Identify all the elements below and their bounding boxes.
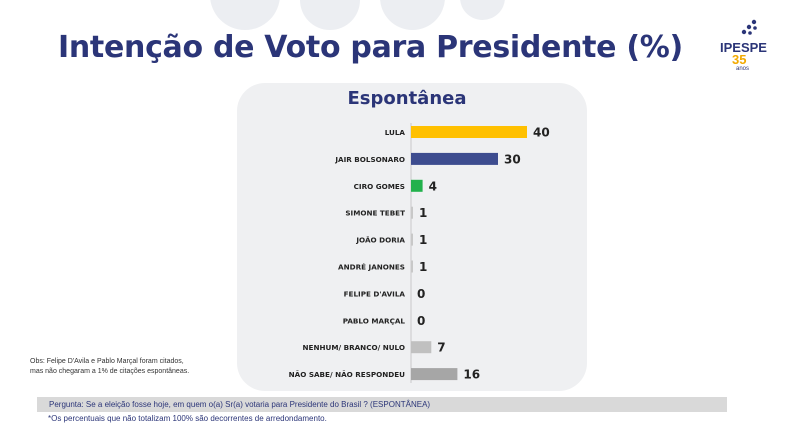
category-label-felipe-d-avila: FELIPE D'AVILA: [344, 289, 406, 298]
value-label-jair-bolsonaro: 30: [504, 152, 521, 166]
logo-name: IPESPE: [720, 40, 767, 55]
category-label-pablo-marcal: PABLO MARÇAL: [343, 316, 406, 325]
obs-note: Obs: Felipe D'Avila e Pablo Marçal foram…: [30, 357, 189, 377]
value-label-pablo-marcal: 0: [417, 314, 425, 328]
ipespe-logo: IPESPE 35 anos: [720, 16, 780, 88]
bar-lula: [411, 126, 527, 138]
logo-mark-icon: [741, 19, 757, 35]
footnote: *Os percentuais que não totalizam 100% s…: [48, 414, 327, 423]
bar-nao-sabe-nao-respondeu: [411, 368, 458, 381]
value-label-simone-tebet: 1: [419, 206, 427, 220]
question-bar: Pergunta: Se a eleição fosse hoje, em qu…: [37, 397, 727, 412]
value-label-nao-sabe-nao-respondeu: 16: [463, 368, 480, 382]
value-label-nenhum-branco-nulo: 7: [437, 341, 445, 355]
category-label-nao-sabe-nao-respondeu: NÃO SABE/ NÃO RESPONDEU: [289, 370, 406, 379]
category-label-simone-tebet: SIMONE TEBET: [345, 209, 405, 218]
bar-simone-tebet: [411, 206, 413, 219]
background-decoration: [460, 0, 505, 20]
obs-line-2: mas não chegaram a 1% de citações espont…: [30, 368, 190, 375]
value-label-ciro-gomes: 4: [429, 179, 437, 193]
obs-line-1: Obs: Felipe D'Avila e Pablo Marçal foram…: [30, 358, 184, 365]
logo-years: 35: [732, 52, 747, 67]
bar-andre-janones: [411, 260, 413, 273]
category-label-jair-bolsonaro: JAIR BOLSONARO: [334, 155, 405, 164]
bar-nenhum-branco-nulo: [411, 341, 432, 354]
bar-joao-doria: [411, 233, 413, 246]
chart-title: Espontânea: [347, 88, 467, 109]
value-label-joao-doria: 1: [419, 233, 427, 247]
bar-jair-bolsonaro: [411, 152, 498, 165]
category-label-joao-doria: JOÃO DORIA: [355, 236, 405, 245]
page-title: Intenção de Voto para Presidente (%): [58, 30, 683, 65]
category-label-andre-janones: ANDRÉ JANONES: [338, 263, 405, 272]
value-label-lula: 40: [533, 126, 550, 140]
value-label-felipe-d-avila: 0: [417, 287, 425, 301]
value-label-andre-janones: 1: [419, 260, 427, 274]
category-label-ciro-gomes: CIRO GOMES: [354, 182, 405, 191]
logo-years-label: anos: [736, 66, 750, 72]
category-label-lula: LULA: [385, 128, 406, 137]
bar-ciro-gomes: [411, 179, 423, 192]
category-label-nenhum-branco-nulo: NENHUM/ BRANCO/ NULO: [303, 343, 405, 352]
